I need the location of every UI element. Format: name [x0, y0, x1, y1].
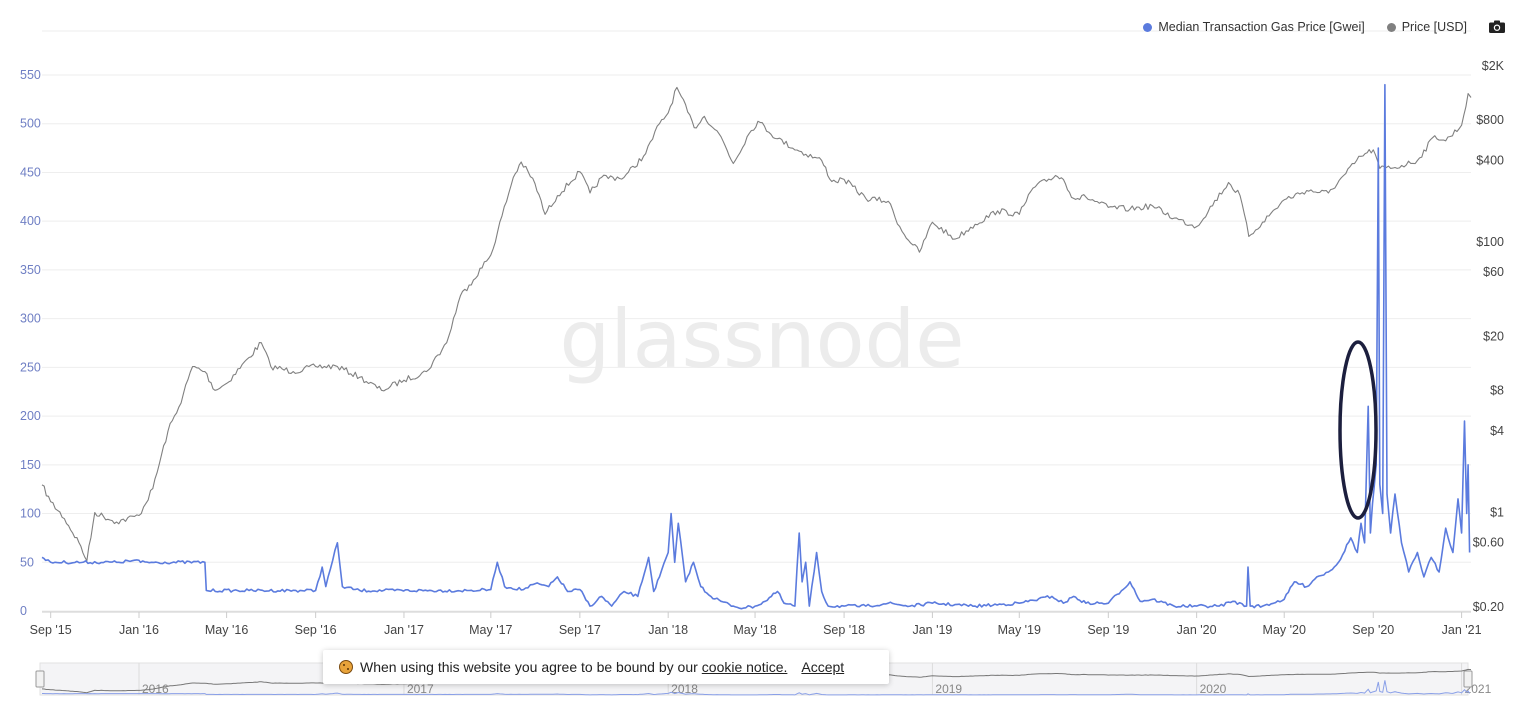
y-axis-right: $0.20 $0.60 $1 $4 $8 $20 $60 $100 $400 $800 $2K — [1473, 59, 1505, 614]
y-left-tick-label: 500 — [20, 117, 41, 131]
x-tick-label: May '19 — [998, 623, 1041, 637]
y-right-tick-label: $0.60 — [1473, 535, 1504, 549]
camera-icon[interactable] — [1489, 20, 1505, 33]
legend-label-gas: Median Transaction Gas Price [Gwei] — [1158, 20, 1365, 34]
series-layer — [41, 83, 1472, 610]
legend-dot-gas — [1143, 22, 1153, 32]
x-tick-label: Sep '15 — [30, 623, 72, 637]
legend: Median Transaction Gas Price [Gwei] Pric… — [1143, 20, 1467, 34]
x-tick-label: May '17 — [469, 623, 512, 637]
x-tick-label: May '18 — [733, 623, 776, 637]
y-left-tick-label: 100 — [20, 507, 41, 521]
y-right-tick-label: $2K — [1482, 59, 1505, 73]
y-right-tick-label: $100 — [1476, 235, 1504, 249]
y-right-tick-label: $20 — [1483, 330, 1504, 344]
y-right-tick-label: $60 — [1483, 265, 1504, 279]
series-line-price — [41, 86, 1472, 562]
y-left-tick-label: 400 — [20, 214, 41, 228]
y-left-tick-label: 0 — [20, 604, 27, 618]
cookie-text: When using this website you agree to be … — [360, 659, 698, 675]
x-tick-label: Sep '18 — [823, 623, 865, 637]
y-right-tick-label: $800 — [1476, 113, 1504, 127]
series-line-gas-price — [41, 83, 1471, 610]
x-tick-label: Jan '19 — [912, 623, 952, 637]
x-tick-label: May '20 — [1263, 623, 1306, 637]
navigator-year-label: 2017 — [407, 682, 434, 696]
y-left-tick-label: 150 — [20, 458, 41, 472]
x-tick-label: Jan '17 — [384, 623, 424, 637]
x-tick-label: Jan '16 — [119, 623, 159, 637]
y-axis-left: 0 50 100 150 200 250 300 350 400 450 500 550 — [20, 68, 41, 618]
y-right-tick-label: $400 — [1476, 154, 1504, 168]
navigator-year-label: 2019 — [935, 682, 962, 696]
watermark: glassnode — [559, 293, 964, 386]
x-tick-label: Sep '17 — [559, 623, 601, 637]
legend-dot-price — [1386, 22, 1396, 32]
x-tick-label: Jan '21 — [1442, 623, 1482, 637]
cookie-icon — [339, 660, 353, 674]
legend-item-price[interactable]: Price [USD] — [1386, 20, 1467, 34]
navigator-handle-right[interactable] — [1463, 670, 1473, 688]
navigator-year-label: 2020 — [1200, 682, 1227, 696]
y-right-tick-label: $4 — [1490, 424, 1504, 438]
x-tick-label: Jan '18 — [648, 623, 688, 637]
navigator-line-gas — [42, 680, 1471, 696]
y-left-tick-label: 200 — [20, 409, 41, 423]
navigator-handle-left[interactable] — [35, 670, 45, 688]
y-left-tick-label: 450 — [20, 165, 41, 179]
legend-label-price: Price [USD] — [1401, 20, 1467, 34]
cookie-accept-button[interactable]: Accept — [801, 659, 845, 675]
x-tick-label: Sep '16 — [295, 623, 337, 637]
y-left-tick-label: 350 — [20, 263, 41, 277]
y-right-tick-label: $8 — [1490, 383, 1504, 397]
y-left-tick-label: 50 — [20, 555, 34, 569]
x-tick-label: Sep '20 — [1352, 623, 1394, 637]
x-tick-label: Sep '19 — [1087, 623, 1129, 637]
highlight-ellipse — [1338, 340, 1378, 520]
x-tick-label: Jan '20 — [1177, 623, 1217, 637]
y-left-tick-label: 300 — [20, 312, 41, 326]
x-tick-label: May '16 — [205, 623, 248, 637]
y-left-tick-label: 250 — [20, 360, 41, 374]
legend-item-gas[interactable]: Median Transaction Gas Price [Gwei] — [1143, 20, 1365, 34]
cookie-banner: When using this website you agree to be … — [323, 650, 889, 684]
x-axis: Sep '15 Jan '16 May '16 Sep '16 Jan '17 May '… — [30, 611, 1482, 637]
y-right-tick-label: $0.20 — [1473, 600, 1504, 614]
y-left-tick-label: 550 — [20, 68, 41, 82]
y-right-tick-label: $1 — [1490, 505, 1504, 519]
cookie-notice-link[interactable]: cookie notice. — [701, 659, 788, 675]
